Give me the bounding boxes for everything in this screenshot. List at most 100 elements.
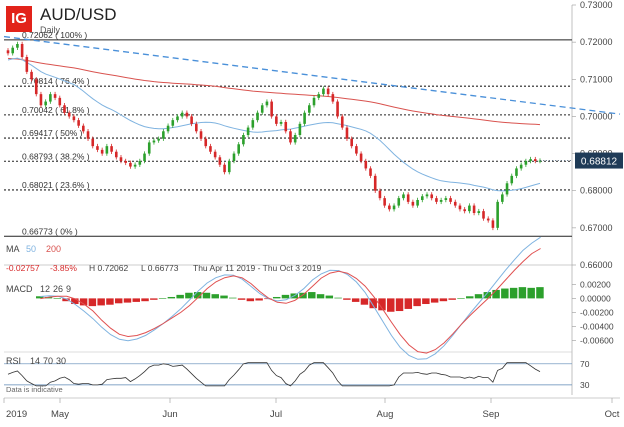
candle-body	[388, 205, 391, 210]
macd-legend-fast: 12	[40, 284, 50, 294]
price-tick-label: 0.71000	[580, 74, 613, 84]
macd-histogram-bar	[527, 287, 535, 299]
macd-histogram-bar	[237, 298, 246, 300]
price-tick-label: 0.68000	[580, 186, 613, 196]
candle-body	[515, 168, 518, 176]
disclaimer: Data is indicative	[6, 385, 63, 394]
candle-body	[411, 201, 415, 206]
ma-50-line	[7, 57, 541, 192]
candle-body	[524, 161, 528, 165]
candle-body	[402, 194, 405, 199]
macd-legend-signal: 9	[66, 284, 71, 294]
date-range: Thu Apr 11 2019 - Thu Oct 3 2019	[193, 263, 321, 273]
candle-body	[425, 194, 429, 197]
macd-histogram-bar	[404, 298, 413, 309]
candle-body	[49, 94, 52, 102]
candle-body	[152, 140, 156, 143]
candle-body	[416, 200, 419, 206]
candle-body	[270, 101, 273, 117]
macd-histogram-bar	[106, 298, 114, 305]
instrument-title: AUD/USD	[40, 5, 117, 24]
macd-histogram-bar	[395, 298, 404, 312]
candle-body	[463, 209, 466, 212]
candle-body	[30, 71, 33, 80]
candle-body	[86, 131, 90, 139]
candle-body	[533, 159, 537, 161]
rsi-legend-label: RSI	[6, 356, 21, 366]
macd-histogram-bar	[88, 298, 97, 307]
candle-body	[529, 159, 532, 161]
candle-body	[444, 198, 448, 200]
price-tick-label: 0.72000	[580, 37, 613, 47]
candle-body	[251, 120, 255, 128]
fibonacci-level-label: 0.68793 ( 38.2% )	[22, 151, 90, 161]
macd-histogram-bar	[193, 292, 202, 299]
candle-body	[458, 205, 462, 210]
candle-body	[143, 153, 146, 161]
x-tick-label: May	[51, 409, 69, 420]
candle-body	[25, 57, 29, 72]
candle-body	[322, 88, 325, 95]
macd-histogram-bar	[176, 294, 184, 299]
candle-body	[138, 161, 142, 165]
macd-tick-label: -0.00600	[580, 336, 614, 346]
macd-histogram-bar	[316, 294, 325, 299]
candle-body	[20, 44, 24, 57]
macd-histogram-bar	[150, 298, 158, 300]
candle-body	[397, 198, 401, 206]
timeframe-label: Daily	[40, 25, 61, 35]
price-tick-label: 0.67000	[580, 223, 613, 233]
macd-histogram-bar	[220, 295, 228, 299]
candle-body	[119, 157, 123, 161]
candle-body	[114, 151, 118, 158]
candle-body	[91, 138, 95, 147]
candle-body	[39, 94, 43, 106]
candle-body	[265, 101, 269, 106]
candle-body	[303, 112, 306, 124]
rsi-tick-label: 30	[580, 380, 590, 390]
candle-body	[392, 205, 396, 210]
candle-body	[72, 116, 76, 121]
macd-histogram-bar	[281, 294, 290, 299]
candle-body	[195, 123, 198, 132]
candle-body	[129, 162, 132, 167]
macd-histogram-bar	[413, 298, 421, 307]
candle-body	[496, 201, 499, 228]
macd-histogram-bar	[518, 287, 527, 299]
fibonacci-level-label: 0.70042 ( 61.8% )	[22, 105, 90, 115]
candle-body	[180, 112, 184, 117]
candle-body	[6, 50, 10, 54]
candle-body	[430, 194, 434, 199]
candle-body	[279, 122, 283, 124]
macd-histogram-bar	[132, 298, 140, 302]
fibonacci-level-label: 0.70814 ( 76.4% )	[22, 76, 90, 86]
x-tick-label: Oct	[605, 409, 620, 420]
candle-body	[501, 194, 504, 202]
candle-body	[468, 205, 471, 212]
macd-legend-label: MACD	[6, 284, 33, 294]
candle-body	[209, 146, 212, 152]
candle-body	[100, 149, 104, 154]
ig-logo: IG	[6, 6, 32, 32]
last-price-value: 0.68812	[581, 157, 618, 168]
candle-body	[312, 97, 316, 106]
macd-histogram-bar	[536, 287, 544, 299]
candle-body	[284, 122, 288, 132]
candle-body	[538, 160, 542, 162]
macd-histogram-bar	[378, 298, 386, 311]
x-tick-label: Jun	[162, 409, 177, 420]
candle-body	[256, 112, 259, 121]
macd-histogram-bar	[79, 298, 88, 306]
candle-body	[505, 183, 509, 195]
macd-histogram-bar	[474, 294, 483, 299]
candle-body	[246, 127, 250, 135]
macd-histogram-bar	[202, 292, 211, 299]
macd-histogram-bar	[53, 298, 62, 299]
macd-histogram-bar	[211, 294, 219, 299]
rsi-line	[7, 362, 541, 387]
macd-histogram-bar	[387, 298, 395, 312]
candle-body	[204, 138, 208, 147]
candle-body	[331, 94, 335, 102]
candle-body	[449, 198, 452, 202]
